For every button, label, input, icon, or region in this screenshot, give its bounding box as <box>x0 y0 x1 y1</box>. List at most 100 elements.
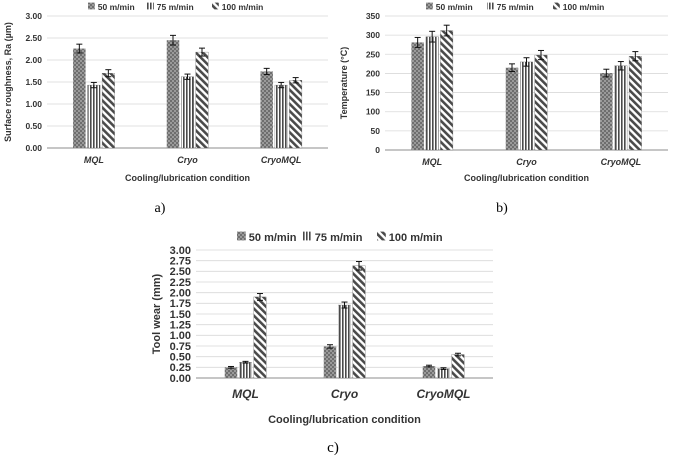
bar-mql-2 <box>101 73 115 149</box>
y-tick-label: 0.75 <box>170 341 191 353</box>
category-label: CryoMQL <box>601 157 642 167</box>
y-tick-label: 2.00 <box>170 288 191 300</box>
error-bar <box>76 43 83 54</box>
legend-swatch-0 <box>88 2 95 10</box>
bar-mql-1 <box>239 362 252 379</box>
category-label: MQL <box>422 157 442 167</box>
error-bar <box>263 67 270 76</box>
legend-label: 50 m/min <box>436 2 473 12</box>
x-axis-title: Cooling/lubrication condition <box>268 414 421 426</box>
y-tick-label: 200 <box>366 68 380 78</box>
y-tick-label: 300 <box>366 30 380 40</box>
legend-swatch-1 <box>487 2 494 10</box>
bar-cryomql-0 <box>600 73 613 150</box>
legend-label: 50 m/min <box>98 2 135 12</box>
y-tick-label: 0.50 <box>170 352 191 364</box>
bar-cryomql-2 <box>628 56 642 151</box>
bar-mql-2 <box>253 296 267 379</box>
category-label: MQL <box>84 155 104 165</box>
y-tick-label: 50 <box>371 126 381 136</box>
legend-label: 100 m/min <box>222 2 264 12</box>
error-bar <box>228 365 234 369</box>
y-tick-label: 350 <box>366 11 380 21</box>
panel-label: a) <box>155 201 166 216</box>
bar-mql-1 <box>87 84 101 149</box>
bar-cryo-0 <box>323 346 337 378</box>
y-tick-label: 0.00 <box>170 373 191 385</box>
legend-label: 100 m/min <box>563 2 605 12</box>
y-tick-label: 0.50 <box>25 121 42 131</box>
y-tick-label: 250 <box>366 49 380 59</box>
error-bar <box>170 34 176 46</box>
y-axis-title: Temperature (°C) <box>339 47 349 119</box>
error-bar <box>257 293 263 301</box>
bar-cryomql-1 <box>274 84 288 149</box>
y-tick-label: 2.50 <box>25 33 42 43</box>
y-tick-label: 100 <box>366 107 380 117</box>
legend-swatch-1 <box>303 231 312 241</box>
y-tick-label: 1.00 <box>25 99 42 109</box>
y-tick-label: 1.25 <box>170 320 191 332</box>
bar-cryomql-1 <box>437 368 450 379</box>
error-bar <box>426 364 432 368</box>
y-tick-label: 2.50 <box>170 266 191 278</box>
bar-mql-0 <box>224 367 238 378</box>
error-bar <box>414 36 421 48</box>
error-bar <box>105 69 112 78</box>
category-label: CryoMQL <box>261 155 302 165</box>
legend-label: 75 m/min <box>157 2 194 12</box>
legend-swatch-2 <box>377 231 386 241</box>
y-tick-label: 2.75 <box>170 256 191 268</box>
error-bar <box>632 51 639 62</box>
bar-cryomql-2 <box>451 354 465 379</box>
bar-cryo-1 <box>181 76 194 149</box>
error-bar <box>617 61 624 71</box>
bar-cryomql-0 <box>422 366 436 378</box>
bar-cryo-2 <box>352 265 366 379</box>
error-bar <box>90 81 97 89</box>
error-bar <box>509 63 515 73</box>
legend-swatch-0 <box>237 231 246 241</box>
legend-swatch-1 <box>147 2 154 10</box>
error-bar <box>538 49 544 61</box>
error-bar <box>443 24 450 37</box>
legend-label: 50 m/min <box>249 232 297 244</box>
bar-cryo-1 <box>520 61 533 151</box>
bar-mql-0 <box>411 42 424 150</box>
legend-swatch-2 <box>553 2 560 10</box>
category-label: Cryo <box>331 387 358 401</box>
bar-mql-2 <box>440 30 454 151</box>
error-bar <box>242 360 249 364</box>
bar-cryo-0 <box>166 40 180 149</box>
legend-swatch-2 <box>212 2 219 10</box>
error-bar <box>440 367 447 370</box>
bar-cryomql-1 <box>614 65 628 151</box>
bar-cryomql-2 <box>289 80 303 149</box>
error-bar <box>429 30 436 43</box>
y-tick-label: 3.00 <box>170 245 191 257</box>
y-tick-label: 0 <box>375 145 380 155</box>
y-tick-label: 1.50 <box>25 77 42 87</box>
legend-label: 75 m/min <box>315 232 363 244</box>
y-tick-label: 3.00 <box>25 11 42 21</box>
panel-label: c) <box>327 440 339 456</box>
panel-label: b) <box>496 201 508 216</box>
y-tick-label: 0.00 <box>25 143 42 153</box>
y-axis-title: Surface roughness, Ra (µm) <box>3 22 13 142</box>
error-bar <box>292 77 299 84</box>
y-tick-label: 1.50 <box>170 309 191 321</box>
bar-cryo-2 <box>534 54 548 151</box>
error-bar <box>278 81 285 89</box>
error-bar <box>356 261 362 271</box>
legend-swatch-0 <box>426 2 433 10</box>
y-tick-label: 1.00 <box>170 330 191 342</box>
category-label: Cryo <box>177 155 198 165</box>
chart-panel-c: 0.000.250.500.751.001.251.501.752.002.25… <box>151 231 493 456</box>
bar-cryo-1 <box>338 304 351 379</box>
bar-mql-1 <box>425 36 439 151</box>
x-axis-title: Cooling/lubrication condition <box>125 173 250 183</box>
legend-label: 75 m/min <box>497 2 534 12</box>
bar-cryo-2 <box>195 51 209 149</box>
chart-panel-a: 0.00 0.50 1.00 1.50 2.00 2.50 3.00 MQL Cryo CryoM… <box>3 2 328 216</box>
